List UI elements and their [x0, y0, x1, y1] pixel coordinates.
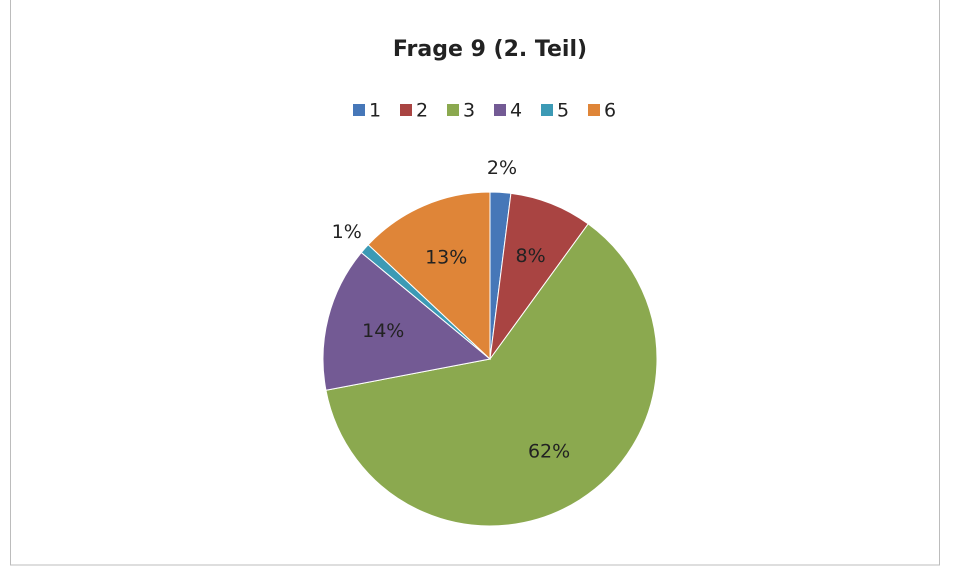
pie-slice [322, 251, 492, 391]
legend-swatch [353, 104, 365, 116]
chart-title: Frage 9 (2. Teil) [393, 37, 587, 62]
data-label: 1% [332, 221, 362, 243]
legend-label: 5 [557, 100, 569, 122]
data-label: 13% [425, 246, 467, 268]
legend-label: 1 [369, 100, 381, 122]
legend-label: 4 [510, 100, 522, 122]
legend-swatch [588, 104, 600, 116]
legend-label: 3 [463, 100, 475, 122]
pie-slice [325, 223, 658, 527]
data-label: 2% [487, 157, 517, 179]
legend-swatch [541, 104, 553, 116]
legend-swatch [400, 104, 412, 116]
data-label: 14% [362, 320, 404, 342]
data-label: 62% [528, 441, 570, 463]
legend-label: 6 [604, 100, 616, 122]
data-label: 8% [515, 245, 545, 267]
legend-swatch [494, 104, 506, 116]
legend-swatch [447, 104, 459, 116]
pie-slice [367, 191, 491, 361]
legend-label: 2 [416, 100, 428, 122]
